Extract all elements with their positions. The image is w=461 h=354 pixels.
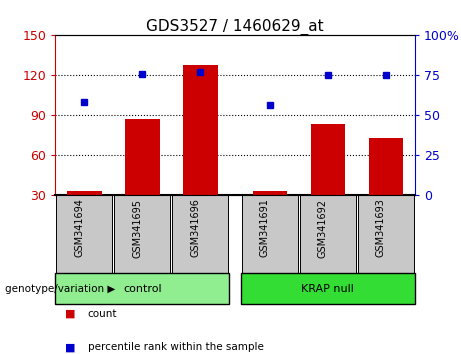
Bar (300, 195, 356, 273)
Text: GSM341695: GSM341695 (132, 199, 142, 258)
Bar (125, 119, 160, 234)
Bar (67, 191, 102, 234)
Bar (55, 273, 229, 304)
Text: ■: ■ (65, 342, 75, 352)
Text: GSM341694: GSM341694 (74, 199, 84, 257)
Text: genotype/variation ▶: genotype/variation ▶ (5, 284, 115, 293)
Bar (57, 195, 112, 273)
Text: GSM341696: GSM341696 (190, 199, 201, 257)
Text: GSM341691: GSM341691 (260, 199, 270, 257)
Text: control: control (123, 284, 162, 293)
Text: percentile rank within the sample: percentile rank within the sample (88, 342, 264, 352)
Bar (172, 195, 228, 273)
Bar (368, 138, 403, 234)
Text: ■: ■ (65, 309, 75, 319)
Bar (253, 191, 287, 234)
Title: GDS3527 / 1460629_at: GDS3527 / 1460629_at (146, 19, 324, 35)
Bar (242, 195, 298, 273)
Bar (241, 273, 415, 304)
Text: GSM341692: GSM341692 (318, 199, 328, 258)
Bar (358, 195, 414, 273)
Text: count: count (88, 309, 117, 319)
Bar (311, 124, 345, 234)
Text: KRAP null: KRAP null (301, 284, 355, 293)
Bar (114, 195, 170, 273)
Bar (183, 64, 218, 234)
Text: GSM341693: GSM341693 (376, 199, 386, 257)
